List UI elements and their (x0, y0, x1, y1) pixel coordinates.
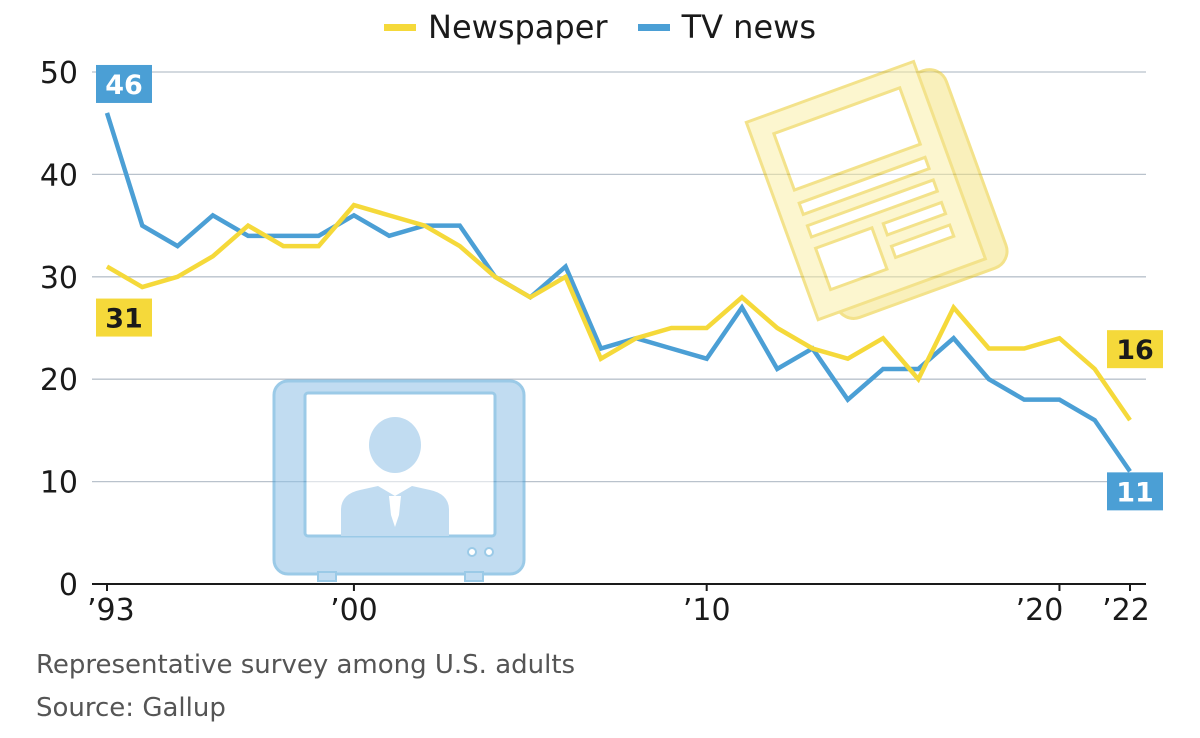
series-lines (104, 112, 1132, 473)
series-line-newspaper (105, 202, 1132, 422)
x-tick-label: ’93 (87, 593, 135, 628)
background-icons (272, 59, 1009, 582)
y-tick-label: 0 (59, 568, 78, 603)
legend-swatch-newspaper (384, 23, 417, 31)
value-label-box (1107, 472, 1163, 511)
value-label: 11 (1116, 477, 1154, 508)
y-tick-label: 50 (40, 56, 78, 91)
end-value-labels: 31 16 46 11 (96, 64, 1163, 511)
value-label: 31 (105, 304, 143, 335)
legend-label-tv-news: TV news (681, 8, 816, 46)
legend-swatch-tv-news (637, 23, 670, 31)
value-label: 46 (105, 70, 143, 101)
legend-item-newspaper: Newspaper (384, 8, 608, 46)
y-tick-label: 40 (40, 158, 78, 193)
series-line-tv-news (104, 112, 1132, 473)
source-note: Source: Gallup (36, 693, 226, 723)
x-tick-label: ’20 (1016, 593, 1064, 628)
legend: Newspaper TV news (0, 8, 1200, 46)
footnote: Representative survey among U.S. adults (36, 650, 576, 680)
y-tick-label: 20 (40, 363, 78, 398)
y-tick-label: 10 (40, 466, 78, 501)
y-tick-label: 30 (40, 261, 78, 296)
x-tick-label: ’22 (1102, 593, 1150, 628)
newspaper-icon (744, 59, 1009, 322)
gridlines (92, 71, 1146, 483)
value-label: 16 (1116, 335, 1154, 366)
legend-item-tv-news: TV news (637, 8, 816, 46)
x-tick-label: ’00 (330, 593, 378, 628)
legend-label-newspaper: Newspaper (428, 8, 608, 46)
value-label-box (1107, 330, 1163, 369)
axes: 0 10 20 30 40 50 ’93 ’00 ’10 ’20 ’22 (40, 56, 1150, 628)
tv-news-anchor-icon (272, 379, 526, 582)
x-tick-label: ’10 (683, 593, 731, 628)
value-label-box (96, 298, 152, 337)
value-label-box (96, 64, 152, 103)
